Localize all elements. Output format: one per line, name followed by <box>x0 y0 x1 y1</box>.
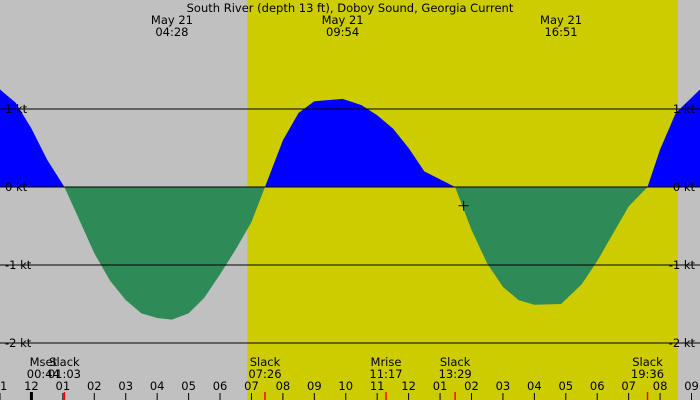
bottom-annotation-time: 11:17 <box>369 367 402 381</box>
bottom-annotation-time: 07:26 <box>248 367 281 381</box>
flood-area-4 <box>647 89 700 187</box>
y-tick-label: -1 kt <box>5 258 32 272</box>
y-tick-labels: 1 kt 1 kt 0 kt 0 kt -1 kt -1 kt -2 kt -2 kt <box>5 102 695 350</box>
x-ticks: 11 12 01 02 03 04 05 06 07 08 09 10 11 12 01 02 03 04 05 06… <box>0 379 699 400</box>
chart-title: South River (depth 13 ft), Doboy Sound, … <box>187 1 514 15</box>
x-tick-label: 04 <box>527 379 542 393</box>
x-tick-label: 01 <box>56 379 71 393</box>
y-tick-label-right: -1 kt <box>669 258 696 272</box>
top-annotation-time: 09:54 <box>326 25 359 39</box>
x-tick-label: 09 <box>307 379 322 393</box>
midnight-tick-mark <box>29 392 33 400</box>
current-time-marker <box>458 200 469 211</box>
flood-area-0 <box>0 89 65 187</box>
x-tick-label: 02 <box>464 379 479 393</box>
bottom-annotation-label: Mset <box>30 355 58 369</box>
x-tick-label: 05 <box>181 379 196 393</box>
top-annotation-time: 16:51 <box>544 25 577 39</box>
x-tick-label: 01 <box>433 379 448 393</box>
top-annotation-date: May 21 <box>151 13 193 27</box>
x-tick-label: 12 <box>24 379 39 393</box>
bottom-annotation-label: Mrise <box>371 355 402 369</box>
x-tick-label: 10 <box>338 379 353 393</box>
x-tick-label: 06 <box>213 379 228 393</box>
bottom-annotations: Mset00:44Slack01:03Slack07:26Mrise11:17S… <box>27 355 664 381</box>
top-annotation-time: 04:28 <box>155 25 188 39</box>
bottom-annotation-label: Slack <box>250 355 281 369</box>
y-tick-label: 0 kt <box>5 180 28 194</box>
x-tick-label: 07 <box>621 379 636 393</box>
y-tick-label: 1 kt <box>5 102 28 116</box>
bottom-annotation-time: 13:29 <box>439 367 472 381</box>
x-tick-label: 08 <box>653 379 668 393</box>
x-tick-label: 03 <box>118 379 133 393</box>
x-tick-label: 07 <box>244 379 259 393</box>
x-tick-label: 09 <box>684 379 699 393</box>
y-tick-label-right: 0 kt <box>673 180 696 194</box>
x-tick-label: 08 <box>276 379 291 393</box>
bottom-annotation-time: 19:36 <box>631 367 664 381</box>
top-annotation-date: May 21 <box>540 13 582 27</box>
current-areas <box>0 89 700 320</box>
y-tick-label-right: -2 kt <box>669 336 696 350</box>
ebb-area-3 <box>455 187 648 305</box>
top-annotation-date: May 21 <box>322 13 364 27</box>
bottom-annotation-label: Slack <box>440 355 471 369</box>
bottom-annotation-time: 01:03 <box>48 367 81 381</box>
x-tick-label: 04 <box>150 379 165 393</box>
bottom-annotation-label: Slack <box>632 355 663 369</box>
x-tick-label: 06 <box>590 379 605 393</box>
bottom-annotation-time: 00:44 <box>27 367 60 381</box>
x-tick-label: 12 <box>401 379 416 393</box>
y-tick-label: -2 kt <box>5 336 32 350</box>
flood-area-2 <box>264 98 456 187</box>
x-tick-label: 11 <box>370 379 385 393</box>
x-tick-label: 03 <box>496 379 511 393</box>
y-gridlines <box>0 108 700 344</box>
x-tick-label: 11 <box>0 379 7 393</box>
x-tick-label: 05 <box>558 379 573 393</box>
bottom-annotation-label: Slack <box>49 355 80 369</box>
ebb-area-1 <box>64 187 265 320</box>
x-tick-label: 02 <box>87 379 102 393</box>
y-tick-label-right: 1 kt <box>673 102 696 116</box>
